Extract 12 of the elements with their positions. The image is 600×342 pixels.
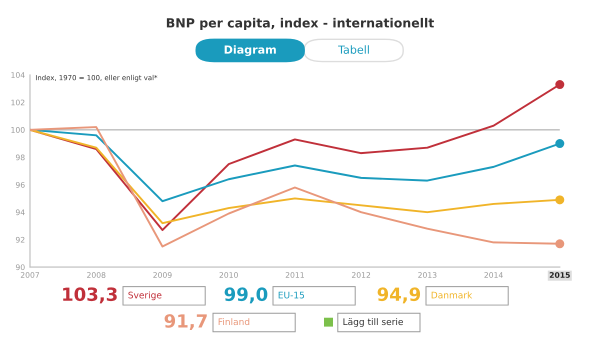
text: Finland bbox=[218, 318, 250, 326]
text: EU-15 bbox=[278, 292, 304, 298]
text: 103,3 bbox=[63, 287, 117, 304]
text: Tabell bbox=[338, 45, 369, 54]
text: Diagram bbox=[224, 45, 276, 56]
text: 99,0 bbox=[224, 287, 268, 304]
text: Sverige bbox=[128, 291, 162, 300]
text: 91,7 bbox=[164, 314, 207, 330]
chart-title: BNP per capita, index - internationellt bbox=[166, 18, 434, 30]
text: Danmark bbox=[432, 291, 472, 298]
text: Lägg till serie bbox=[343, 318, 403, 327]
text: 94,9 bbox=[378, 287, 420, 304]
